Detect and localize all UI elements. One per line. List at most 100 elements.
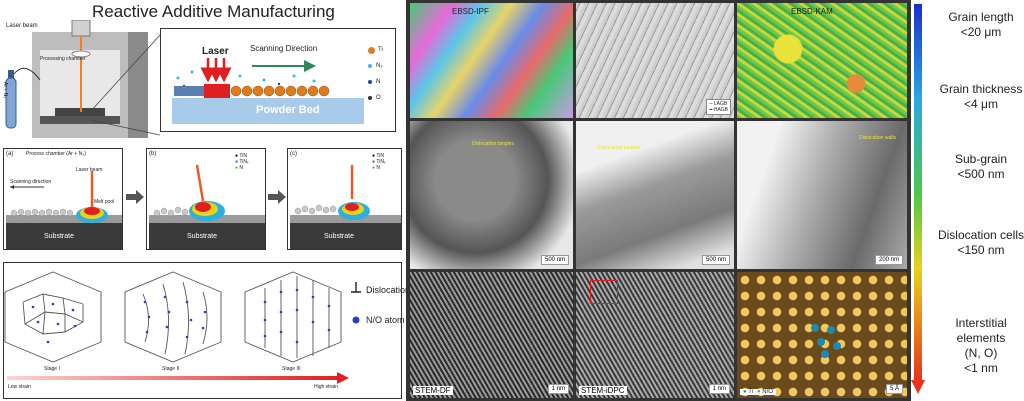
tem-image-1: Dislocation tangles 500 nm — [410, 121, 573, 269]
stage-3-label: Stage III — [282, 366, 301, 372]
hierarchy-dislocation-cells: Dislocation cells <150 nm — [936, 228, 1024, 258]
ebsd-kam-caption: EBSD-KAM — [791, 7, 833, 16]
hier-3-line1: Sub-grain — [954, 152, 1008, 166]
panel-a-tag: (a) — [6, 151, 14, 157]
arrow-right-icon — [268, 190, 286, 204]
panel-a-scan: Scanning direction — [10, 179, 52, 185]
legend-n: N — [368, 74, 396, 90]
ti-dot-icon — [368, 46, 375, 54]
high-strain-label: High strain — [314, 384, 338, 390]
atom-label: N/O atom — [366, 315, 405, 325]
hier-5-line2: elements — [956, 331, 1006, 345]
ebsd-ipf-caption: EBSD-IPF — [452, 7, 489, 16]
panel-a-title: Process chamber (Ar + N₂) — [26, 151, 86, 157]
scanning-direction-label: Scanning Direction — [250, 44, 318, 53]
stages-graphic — [4, 271, 361, 384]
o-dot-icon — [368, 96, 372, 100]
panel-c-legend-tin: ● TiN — [372, 153, 384, 159]
ebsd-ipf-map: EBSD-IPF — [410, 3, 573, 118]
low-strain-label: Low strain — [8, 384, 31, 390]
stem-df-caption: STEM-DF — [413, 386, 453, 395]
inset-legend: Ti N₂ N O — [368, 42, 396, 106]
inset-laser-label: Laser — [202, 46, 229, 57]
panel-b-substrate: Substrate — [187, 233, 217, 240]
ebsd-boundary-map: ━ LAGB ━ HAGB — [576, 3, 734, 118]
panel-c-tag: (c) — [290, 151, 297, 157]
stem-df-image: STEM-DF 1 nm — [410, 272, 573, 398]
panel-a-laser: Laser beam — [76, 167, 103, 173]
process-panel-c: (c) ● TiN ● TiNₓ ● N Substrate — [287, 148, 402, 250]
hierarchy-grain-length: Grain length <20 μm — [936, 10, 1024, 40]
panel-b-legend: ● TiN ● TiNₓ ● N — [235, 153, 249, 171]
panel-a-substrate: Substrate — [44, 233, 74, 240]
hier-5-line3: (N, O) — [964, 346, 998, 360]
stem-df-scalebar: 1 nm — [547, 384, 569, 394]
process-panel-a: (a) Process chamber (Ar + N₂) Laser beam… — [3, 148, 123, 250]
tem-2-scalebar: 500 nm — [701, 255, 730, 265]
tem-1-note: Dislocation tangles — [472, 141, 514, 147]
legend-n2-label: N₂ — [376, 63, 383, 69]
legend-o-label: O — [376, 95, 381, 101]
hierarchy-interstitial: Interstitial elements (N, O) <1 nm — [936, 316, 1024, 376]
atom-legend: ● Ti ● N/O — [740, 389, 776, 395]
stage-1-label: Stage I — [44, 366, 60, 372]
hier-3-line2: <500 nm — [957, 167, 1005, 181]
stem-idpc-caption: STEM-iDPC — [579, 386, 627, 395]
hier-1-line2: <20 μm — [960, 25, 1002, 39]
laser-beam-label: Laser beam — [6, 23, 38, 29]
stem-idpc-image: STEM-iDPC 1 nm — [576, 272, 734, 398]
tem-image-2: Dislocation tangles 500 nm — [576, 121, 734, 269]
legend-o: O — [368, 90, 396, 106]
am-machine-diagram — [5, 20, 160, 138]
panel-c-graphic — [290, 165, 401, 249]
tem-1-scalebar: 500 nm — [540, 255, 569, 265]
down-arrow-icon — [911, 380, 925, 394]
page-title: Reactive Additive Manufacturing — [92, 2, 335, 21]
atom-legend-ti: ● Ti — [743, 389, 753, 395]
processing-chamber-label: Processing chamber — [40, 56, 86, 62]
hier-4-line1: Dislocation cells — [937, 228, 1024, 242]
n-dot-icon — [368, 80, 372, 84]
ebsd-kam-map: EBSD-KAM — [737, 3, 907, 118]
legend-ti-label: Ti — [378, 47, 383, 53]
hierarchy-grain-thickness: Grain thickness <4 μm — [936, 82, 1024, 112]
panel-c-legend: ● TiN ● TiNₓ ● N — [372, 153, 386, 171]
inset-graphic — [172, 58, 364, 124]
hier-4-line2: <150 nm — [957, 243, 1005, 257]
legend-n-label: N — [376, 79, 381, 85]
hier-5-line1: Interstitial — [955, 316, 1007, 330]
atomic-scalebar: 5 Å — [885, 384, 903, 394]
panel-b-legend-n: ● N — [235, 165, 244, 171]
atom-legend-no: ● N/O — [756, 389, 773, 395]
panel-b-tag: (b) — [149, 151, 157, 157]
tem-image-3: Dislocation walls 200 nm — [737, 121, 907, 269]
hierarchy-sub-grain: Sub-grain <500 nm — [936, 152, 1024, 182]
panel-b-graphic — [149, 164, 265, 249]
hier-1-line1: Grain length — [948, 10, 1014, 24]
boundary-legend: ━ LAGB ━ HAGB — [706, 99, 731, 115]
hagb-legend: ━ HAGB — [709, 107, 728, 113]
atomic-resolution-image: ● Ti ● N/O 5 Å — [737, 272, 907, 398]
panel-b-legend-tinx: ● TiNₓ — [235, 159, 249, 165]
panel-b-legend-tin: ● TiN — [235, 153, 247, 159]
hier-2-line2: <4 μm — [964, 97, 998, 111]
hier-2-line1: Grain thickness — [939, 82, 1023, 96]
powder-bed-label: Powder Bed — [256, 104, 320, 116]
n2-dot-icon — [368, 64, 372, 68]
process-panel-b: (b) ● TiN ● TiNₓ ● N Substrate — [146, 148, 266, 250]
tem-3-scalebar: 200 nm — [874, 255, 903, 265]
panel-a-graphic — [6, 171, 122, 249]
gas-label: Ar + N₂ — [2, 82, 8, 99]
panel-c-substrate: Substrate — [324, 233, 354, 240]
panel-c-legend-n: ● N — [372, 165, 381, 171]
arrow-right-icon — [126, 190, 144, 204]
panel-a-pool: Melt pool — [94, 199, 115, 205]
hier-5-line4: <1 nm — [964, 361, 998, 375]
legend-ti: Ti — [368, 42, 396, 58]
lagb-legend: ━ LAGB — [709, 101, 728, 107]
stem-idpc-scalebar: 1 nm — [708, 384, 730, 394]
stage-2-label: Stage II — [162, 366, 180, 372]
panel-c-legend-tinx: ● TiNₓ — [372, 159, 386, 165]
dislocation-label: Dislocation — [366, 285, 411, 295]
tem-3-note: Dislocation walls — [859, 135, 896, 141]
